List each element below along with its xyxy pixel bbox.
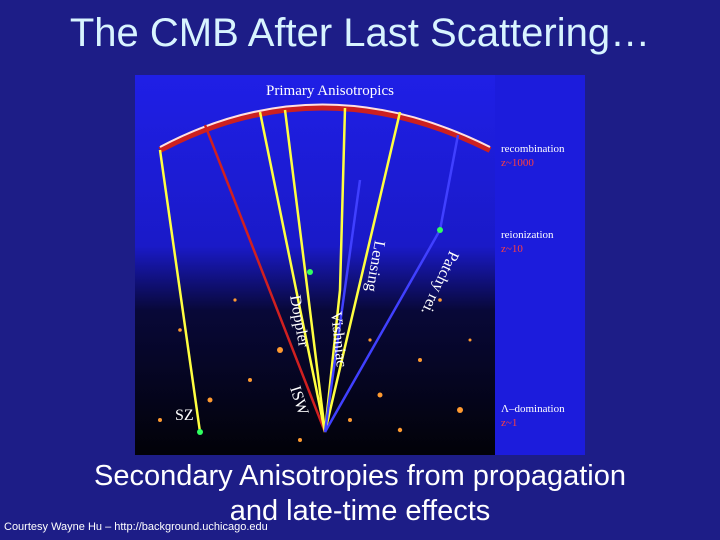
subtitle-line: and late-time effects [230,495,491,527]
subtitle-line: Secondary Anisotropies from propagation [94,460,626,492]
effect-label: Vishniac [327,311,350,368]
last-scattering-surface [158,104,492,153]
scattering-points [197,227,443,435]
photon-paths [158,107,460,433]
epoch-name: Λ–domination [501,403,565,415]
epoch-redshift: z~10 [501,243,523,255]
credit: Courtesy Wayne Hu – http://background.uc… [4,521,268,533]
epoch-redshift: z~1 [501,417,517,429]
last-scattering-edge [159,103,491,148]
galaxies [158,298,472,442]
effect-label: SZ [175,407,194,424]
epoch-name: recombination [501,143,565,155]
epoch-redshift: z~1000 [501,157,534,169]
epoch-name: reionization [501,229,554,241]
figure-header: Primary Anisotropics [266,83,394,99]
figure: Primary Anisotropics recombination z~100… [135,75,585,455]
slide-title: The CMB After Last Scattering… [70,11,650,55]
legend-column [495,75,585,455]
